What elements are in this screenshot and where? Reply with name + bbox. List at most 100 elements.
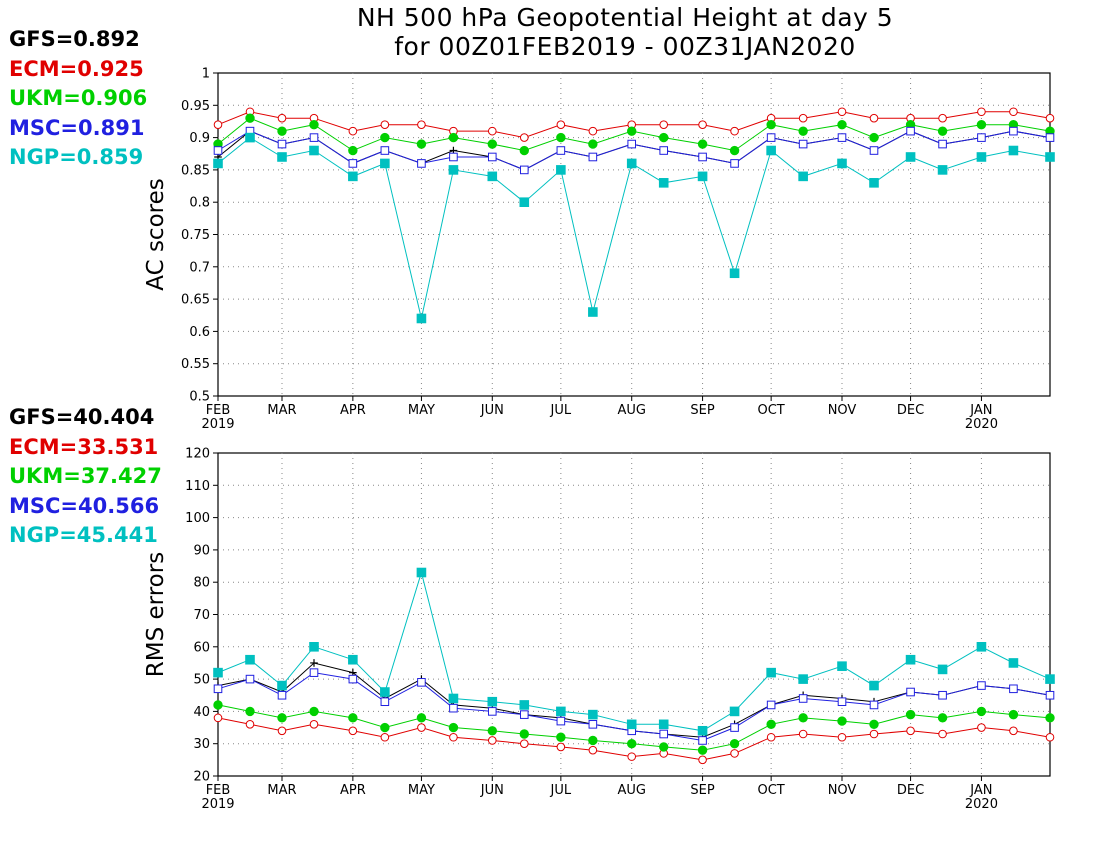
y-tick-label: 0.6 [189,325,210,340]
data-point [906,126,915,136]
x-tick-label: AUG [617,783,645,798]
data-point [213,700,223,710]
data-point [837,107,847,117]
y-axis-label: RMS errors [143,552,169,677]
y-tick-label: 0.55 [181,357,210,372]
rms-stat-ngp: NGP=45.441 [9,523,158,547]
data-point [766,732,776,742]
data-point [417,678,426,687]
data-point [766,145,776,156]
data-point [588,745,598,755]
data-point [869,132,879,143]
series-ukm [213,700,1055,755]
data-point [519,197,530,207]
data-point [417,723,426,732]
data-point [1008,658,1019,668]
data-point [588,152,598,162]
data-point [487,139,497,149]
chart-title-line-2: for 00Z01FEB2019 - 00Z31JAN2020 [394,32,856,61]
data-point [766,719,776,730]
data-point [588,709,598,720]
data-point [905,152,916,162]
x-tick-label: NOV [828,783,857,798]
x-tick-label: FEB [206,783,231,798]
rms-stat-ecm: ECM=33.531 [9,434,159,459]
data-point [698,736,707,745]
data-point [1045,690,1055,700]
data-point [905,654,916,665]
series-ngp [213,567,1055,736]
y-tick-label: 0.65 [181,293,210,308]
data-point [798,674,808,684]
data-point [277,152,287,162]
x-tick-label: MAY [408,403,435,418]
data-point [277,690,287,700]
rms-stat-gfs: GFS=40.404 [9,405,155,429]
y-tick-label: 60 [193,640,210,655]
data-point [416,139,427,149]
x-tick-label: DEC [897,783,924,798]
data-point [519,133,529,142]
data-point [837,661,847,671]
data-point [213,158,223,169]
data-point [729,706,740,717]
data-point [487,726,497,736]
x-tick-label: JAN [969,783,992,798]
data-point [348,126,358,136]
data-point [348,713,358,723]
data-point [798,694,808,703]
data-point [449,152,458,162]
data-point [556,146,566,155]
series-ngp [213,132,1055,324]
x-tick-label: JUN [480,783,504,798]
data-point [938,729,947,739]
data-point [309,642,319,652]
y-tick-label: 90 [193,543,210,558]
data-point [487,707,497,716]
x-tick-label: JUL [550,783,572,798]
y-tick-label: 50 [193,673,210,688]
data-point [519,710,529,719]
data-point [1045,674,1055,684]
data-point [698,120,707,129]
data-point [906,726,915,736]
data-point [556,706,566,717]
data-point [837,732,847,742]
data-point [977,681,986,690]
data-point [309,133,319,142]
x-tick-label: AUG [617,403,645,418]
series-msc [213,668,1055,745]
rms-stat-ukm: UKM=37.427 [9,464,162,488]
data-point [627,752,637,761]
data-point [519,739,529,749]
data-point [937,713,948,723]
x-tick-year-label: 2019 [201,797,234,812]
x-tick-year-label: 2019 [201,417,234,432]
data-point [659,742,669,752]
data-point [659,120,669,129]
data-point [556,132,566,143]
data-point [729,268,740,279]
rms-errors-chart: 20 30 40 50 60 70 80 90 100 110 120 FEB2019 MAR APR MA… [143,447,1055,812]
x-tick-label: SEP [690,403,714,418]
data-point [417,159,426,168]
data-point [519,700,530,710]
data-point [588,139,598,149]
data-point [310,659,318,667]
data-point [277,113,287,123]
data-point [697,139,708,149]
data-point [556,732,566,742]
data-point [448,132,459,143]
data-point [309,668,319,677]
data-point [1045,732,1055,742]
data-point [938,113,947,123]
data-point [277,126,287,136]
y-tick-label: 1 [202,67,210,82]
data-point [766,119,776,130]
data-point [697,171,708,182]
x-tick-label: JAN [969,403,992,418]
data-point [977,723,986,732]
y-tick-label: 0.9 [189,131,210,146]
ac-stat-ukm: UKM=0.906 [9,86,148,110]
